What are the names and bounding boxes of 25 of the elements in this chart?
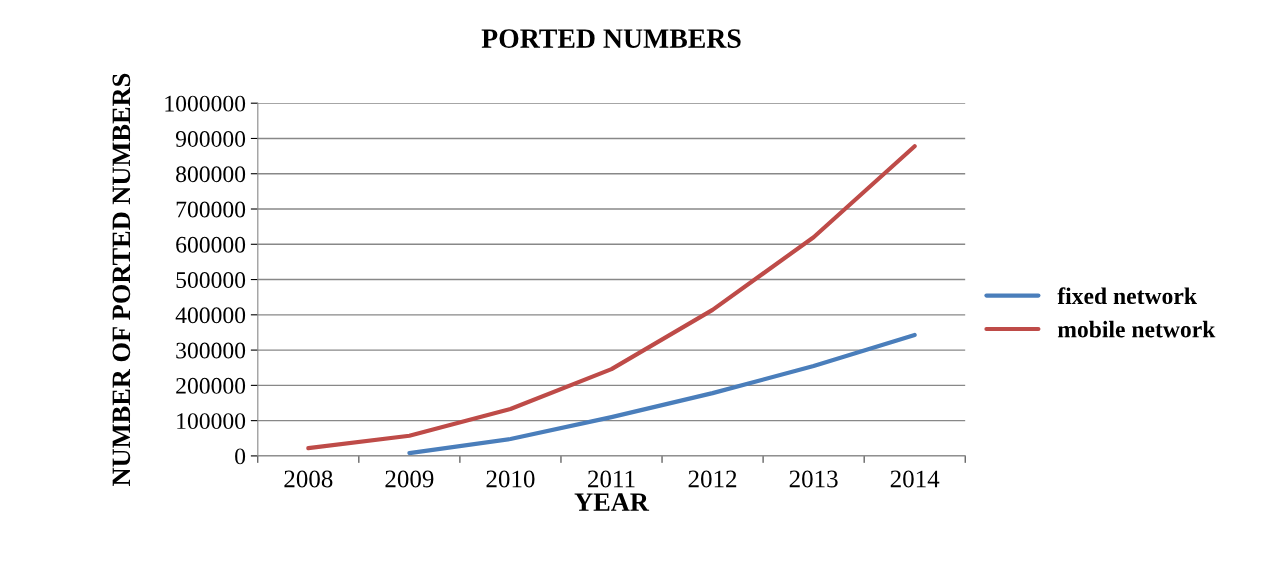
y-tick-label: 0 xyxy=(235,448,246,465)
x-tick-label: 2010 xyxy=(486,470,535,488)
y-tick-label: 200000 xyxy=(176,377,246,394)
y-tick-label: 400000 xyxy=(175,307,246,324)
x-axis-title: YEAR xyxy=(574,493,650,511)
y-axis-title: NUMBER OF PORTED NUMBERS xyxy=(112,73,131,486)
y-tick-label: 500000 xyxy=(176,272,246,288)
x-tick-label: 2008 xyxy=(284,470,333,488)
legend-label: fixed network xyxy=(1057,287,1197,305)
y-tick-label: 700000 xyxy=(176,201,246,218)
y-tick-label: 1000000 xyxy=(165,95,246,112)
legend-label: mobile network xyxy=(1057,320,1216,338)
x-tick-label: 2013 xyxy=(789,470,838,488)
chart-title: PORTED NUMBERS xyxy=(481,29,741,48)
x-tick-label: 2009 xyxy=(385,470,434,488)
x-tick-label: 2012 xyxy=(688,470,737,488)
y-tick-label: 600000 xyxy=(176,236,246,253)
x-tick-label: 2014 xyxy=(890,470,940,488)
y-tick-label: 300000 xyxy=(176,342,246,359)
line-series xyxy=(306,144,917,451)
y-tick-label: 100000 xyxy=(177,413,246,430)
line-series xyxy=(407,332,917,456)
x-tick-label: 2011 xyxy=(588,470,635,488)
y-tick-label: 900000 xyxy=(175,130,246,147)
y-tick-label: 800000 xyxy=(176,166,246,183)
